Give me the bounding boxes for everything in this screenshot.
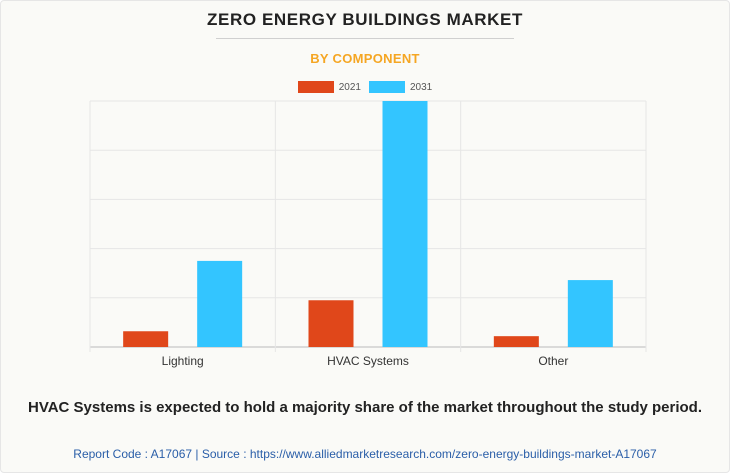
legend-item-2031[interactable]: 2031 [369, 81, 432, 93]
x-tick-label: Lighting [162, 354, 204, 368]
legend-label-2031: 2031 [410, 81, 433, 93]
bar-2031-lighting [197, 260, 243, 347]
bar-2031-hvac-systems [382, 101, 428, 347]
chart-legend: 2021 2031 [0, 80, 730, 94]
bar-2031-other [567, 280, 613, 347]
legend-swatch-2021 [297, 81, 334, 93]
chart-subtitle: BY COMPONENT [310, 51, 420, 66]
chart-footnote: HVAC Systems is expected to hold a major… [27, 399, 702, 416]
chart-title: ZERO ENERGY BUILDINGS MARKET [207, 10, 523, 29]
source-line[interactable]: Report Code : A17067 | Source : https://… [73, 447, 657, 461]
bar-2021-other [493, 336, 539, 347]
bar-2021-lighting [123, 331, 169, 347]
x-tick-label: HVAC Systems [327, 354, 409, 368]
legend-item-2021[interactable]: 2021 [297, 81, 361, 93]
bar-2021-hvac-systems [308, 300, 354, 347]
legend-label-2021: 2021 [338, 81, 361, 93]
x-tick-label: Other [538, 354, 568, 368]
legend-swatch-2031 [369, 81, 405, 93]
title-divider [216, 38, 514, 39]
